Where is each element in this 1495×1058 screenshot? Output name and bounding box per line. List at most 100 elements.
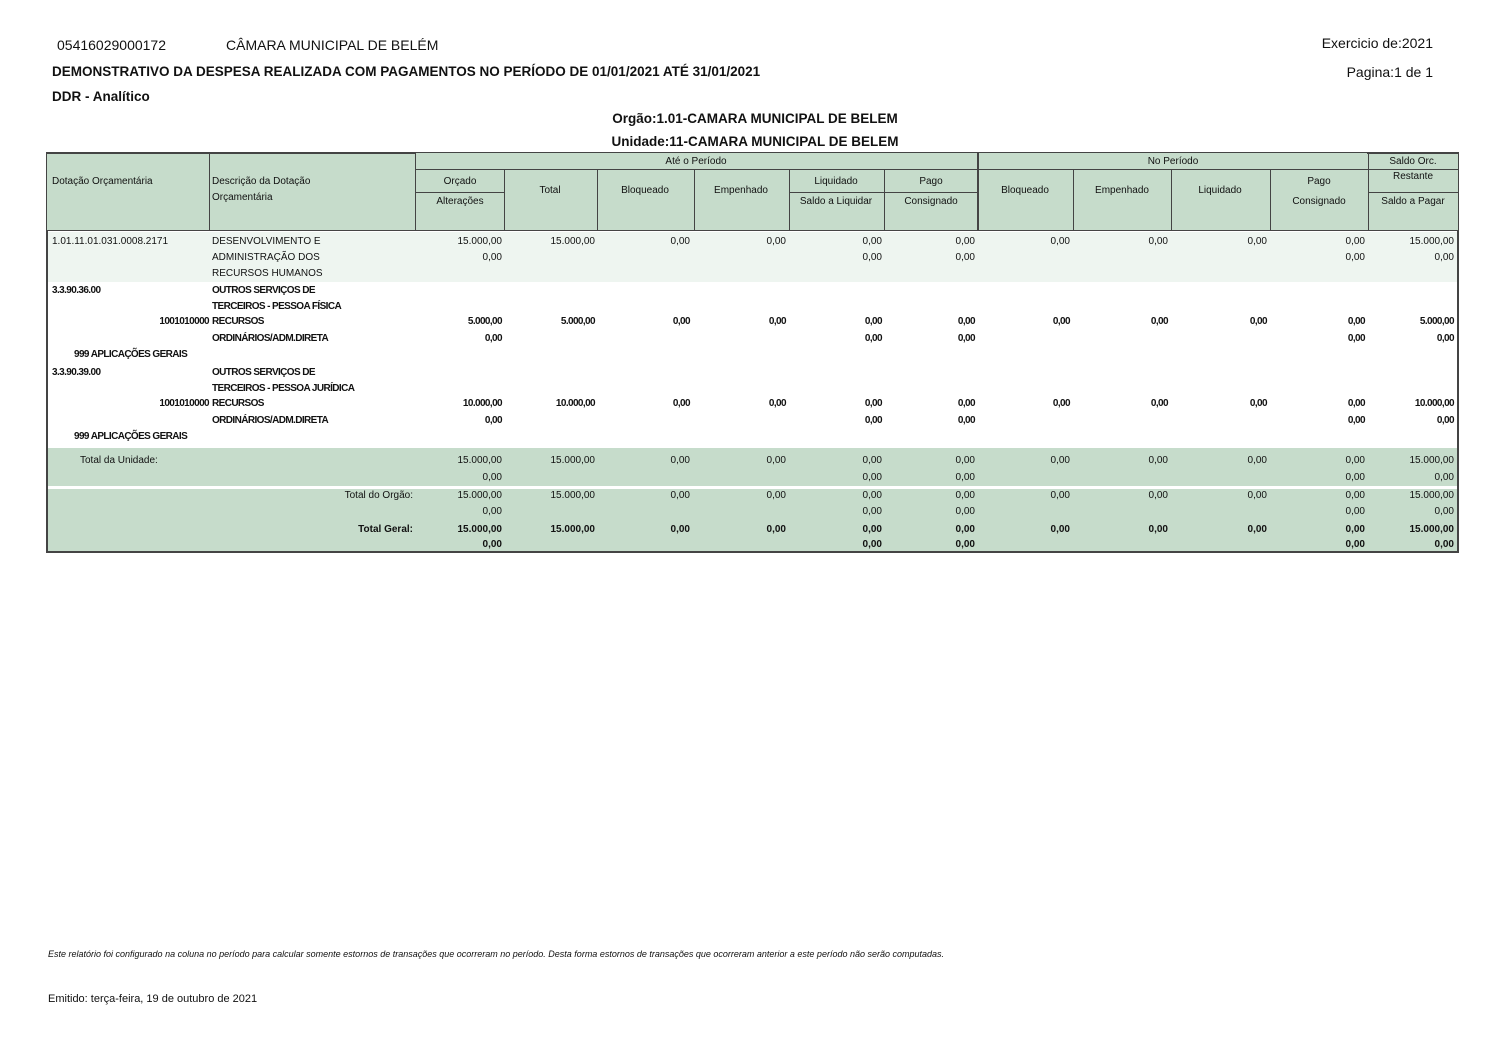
natureza-code: 3.3.90.39.00 [52,367,101,378]
value-cell: 0,00 [1050,455,1070,466]
value-cell: 0,00 [1345,472,1365,483]
value-cell: 15.000,00 [457,524,503,535]
value-cell: 0,00 [1347,333,1366,344]
fonte-desc: RECURSOS [212,398,264,409]
table-rule [789,192,978,193]
value-cell: 0,00 [1150,398,1169,409]
value-cell: 0,00 [482,506,502,517]
table-rule [504,152,505,231]
value-cell: 0,00 [482,539,502,550]
value-cell: 0,00 [1249,316,1268,327]
col-np-bloqueado: Bloqueado [1001,185,1049,196]
value-cell: 0,00 [1148,236,1168,247]
natureza-desc: TERCEIROS - PESSOA JURÍDICA [212,383,355,394]
table-rule [977,152,978,231]
value-cell: 0,00 [864,415,883,426]
header-span-no [979,153,1367,169]
orgao-heading: Orgão:1.01-CAMARA MUNICIPAL DE BELEM [612,111,898,126]
row-program [48,232,1457,282]
value-cell: 0,00 [1345,539,1365,550]
col-saldo-pagar: Saldo a Pagar [1381,196,1445,207]
table-rule [46,231,48,553]
col-pago: Pago [919,176,943,187]
fonte-desc: ORDINÁRIOS/ADM.DIRETA [212,415,329,426]
value-cell: 0,00 [1434,506,1454,517]
col-total: Total [539,185,561,196]
dotacao-desc: DESENVOLVIMENTO E [212,236,321,247]
col-bloqueado: Bloqueado [621,185,669,196]
table-rule [1368,152,1369,231]
value-cell: 0,00 [957,415,976,426]
dotacao-desc: RECURSOS HUMANOS [212,268,323,279]
col-empenhado: Empenhado [714,185,768,196]
table-rule [46,230,1459,231]
value-cell: 0,00 [1436,333,1455,344]
table-rule [1073,152,1074,231]
natureza-desc: OUTROS SERVIÇOS DE [212,367,316,378]
total-orgao-label: Total do Orgão: [344,490,413,501]
value-cell: 0,00 [957,398,976,409]
value-cell: 0,00 [670,455,690,466]
entity-name: CÂMARA MUNICIPAL DE BELÉM [226,37,439,53]
report-title: DEMONSTRATIVO DA DESPESA REALIZADA COM P… [52,64,761,79]
value-cell: 10.000,00 [1414,398,1455,409]
aplicacao: 999 APLICAÇÕES GERAIS [74,349,188,360]
col-descricao: Orçamentária [212,192,273,203]
value-cell: 0,00 [484,333,503,344]
fonte-code: 1001010000 [159,398,209,409]
value-cell: 0,00 [768,398,787,409]
col-saldo-orc: Saldo Orc. [1389,156,1437,167]
col-alteracoes: Alterações [436,196,484,207]
value-cell: 0,00 [1345,490,1365,501]
report-subtitle: DDR - Analítico [52,89,150,104]
col-group-ate-periodo: Até o Período [665,156,727,167]
value-cell: 0,00 [1052,398,1071,409]
value-cell: 0,00 [862,252,882,263]
value-cell: 0,00 [955,524,975,535]
value-cell: 0,00 [1247,455,1267,466]
exercise: Exercicio de:2021 [1321,35,1433,51]
value-cell: 0,00 [862,506,882,517]
table-rule [884,152,885,231]
value-cell: 0,00 [672,316,691,327]
value-cell: 0,00 [1345,524,1365,535]
value-cell: 0,00 [1345,506,1365,517]
value-cell: 0,00 [766,490,786,501]
page-number: Pagina:1 de 1 [1346,64,1433,80]
table-rule [1458,152,1459,231]
col-saldo-liquidar: Saldo a Liquidar [799,196,873,207]
table-rule [46,551,1459,553]
value-cell: 15.000,00 [457,236,503,247]
col-np-liquidado: Liquidado [1198,185,1242,196]
value-cell: 0,00 [955,539,975,550]
value-cell: 0,00 [670,490,690,501]
cnpj: 05416029000172 [57,37,167,53]
value-cell: 0,00 [1434,472,1454,483]
value-cell: 0,00 [1050,236,1070,247]
table-rule [415,152,416,231]
col-saldo-orc: Restante [1392,171,1434,182]
value-cell: 0,00 [1050,524,1070,535]
value-cell: 0,00 [1148,490,1168,501]
value-cell: 10.000,00 [555,398,596,409]
table-rule [209,152,210,231]
total-orgao-row [48,489,1457,552]
table-rule [597,152,598,231]
value-cell: 15.000,00 [457,490,503,501]
col-np-consignado: Consignado [1292,196,1346,207]
value-cell: 0,00 [955,236,975,247]
value-cell: 0,00 [670,524,690,535]
value-cell: 0,00 [864,398,883,409]
value-cell: 15.000,00 [550,236,596,247]
value-cell: 5.000,00 [467,316,503,327]
table-rule [415,169,1458,170]
col-consignado: Consignado [904,196,958,207]
value-cell: 15.000,00 [1409,455,1455,466]
value-cell: 15.000,00 [550,490,596,501]
value-cell: 15.000,00 [1409,490,1455,501]
value-cell: 15.000,00 [550,524,596,535]
value-cell: 0,00 [862,236,882,247]
value-cell: 0,00 [1347,415,1366,426]
value-cell: 0,00 [1436,415,1455,426]
